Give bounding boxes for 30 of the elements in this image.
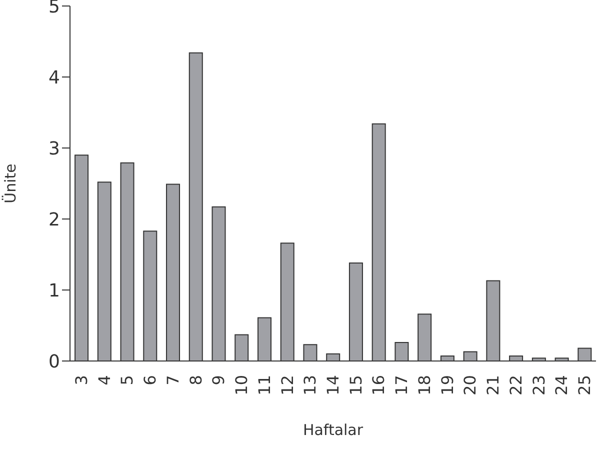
x-tick-label: 13: [300, 375, 320, 396]
x-tick-label: 11: [254, 375, 274, 396]
x-tick-label: 23: [529, 375, 548, 396]
y-tick-label: 4: [48, 67, 60, 88]
x-tick-label: 24: [552, 375, 572, 396]
x-tick-label: 20: [460, 375, 480, 396]
x-tick-label: 14: [324, 375, 342, 396]
x-tick-label: 7: [163, 375, 182, 386]
x-tick-label: 5: [118, 375, 137, 386]
x-axis-title: Haftalar: [302, 421, 364, 439]
y-tick-label: 3: [48, 138, 60, 160]
y-tick-label: 1: [48, 280, 60, 302]
y-tick-label: 0: [48, 351, 60, 372]
x-tick-label: 21: [484, 375, 503, 396]
x-tick-label: 6: [140, 375, 160, 386]
x-tick-label: 17: [392, 375, 412, 396]
x-tick-label: 18: [414, 375, 434, 396]
x-tick-label: 8: [186, 375, 206, 386]
x-tick-label: 9: [209, 375, 228, 386]
y-axis-title: Ünite: [1, 164, 20, 204]
x-tick-label: 10: [232, 375, 252, 396]
x-tick-label: 4: [94, 375, 114, 386]
x-tick-label: 25: [575, 375, 594, 396]
x-tick-label: 15: [346, 375, 366, 396]
x-tick-label: 3: [72, 375, 91, 386]
y-tick-label: 2: [48, 209, 60, 230]
x-tick-label: 12: [278, 375, 297, 396]
x-tick-label: 22: [506, 375, 526, 396]
x-tick-label: 16: [369, 375, 388, 396]
x-tick-label: 19: [438, 375, 457, 396]
